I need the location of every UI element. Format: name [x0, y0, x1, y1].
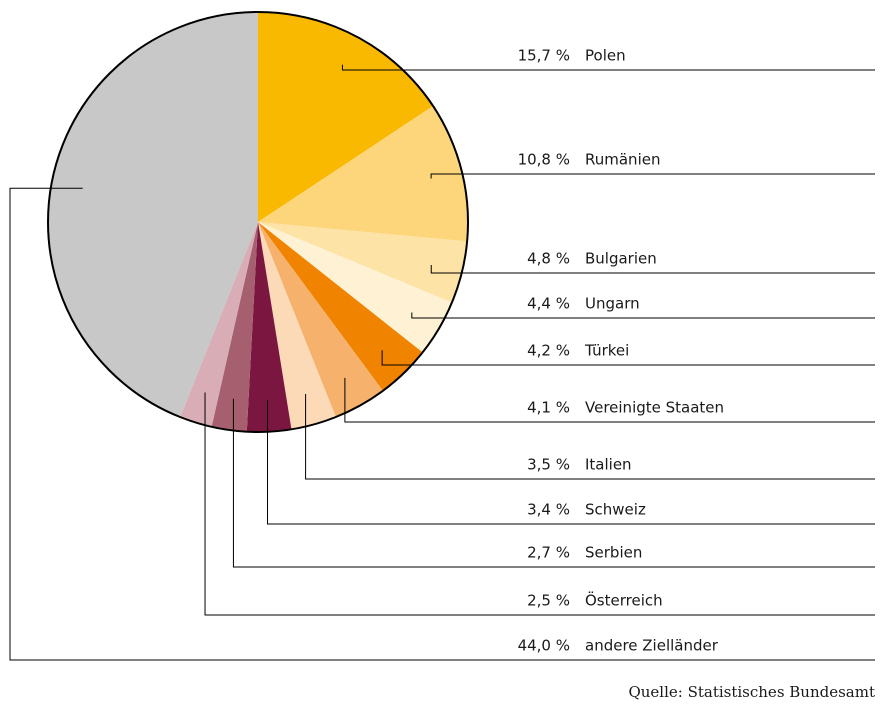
category-label: Polen	[585, 47, 626, 65]
leader-line	[341, 64, 875, 71]
value-label: 4,8 %	[527, 250, 570, 268]
pie-slice	[258, 222, 336, 430]
value-label: 4,2 %	[527, 342, 570, 360]
leader-line	[204, 392, 875, 616]
pie-outline	[47, 11, 469, 433]
value-label: 4,1 %	[527, 399, 570, 417]
category-label: Türkei	[584, 342, 629, 360]
leader-line	[381, 350, 875, 366]
category-label: Österreich	[585, 591, 663, 610]
leader-line	[9, 187, 875, 661]
value-label: 3,5 %	[527, 456, 570, 474]
leader-line	[430, 173, 875, 179]
leader-line	[267, 400, 875, 525]
leader-line	[232, 398, 875, 568]
value-label: 10,8 %	[518, 151, 570, 169]
leader-line	[344, 377, 875, 423]
leader-line	[305, 394, 875, 480]
category-label: Ungarn	[585, 295, 640, 313]
source: Quelle: Statistisches Bundesamt	[628, 683, 875, 701]
value-label: 3,4 %	[527, 501, 570, 519]
pie-slice	[246, 222, 292, 432]
pie-slice	[47, 12, 258, 418]
leader-line	[411, 312, 875, 319]
pie-slice	[258, 222, 423, 391]
value-label: 2,5 %	[527, 592, 570, 610]
category-label: Rumänien	[585, 151, 660, 169]
category-label: Italien	[585, 456, 632, 474]
category-label: andere Zielländer	[585, 637, 719, 655]
pie-slice	[258, 105, 468, 242]
pie-slice	[258, 222, 468, 303]
pie-slice	[180, 222, 258, 427]
value-label: 2,7 %	[527, 544, 570, 562]
pie-slice	[258, 222, 383, 418]
value-label: 44,0 %	[518, 637, 570, 655]
pie-slice	[258, 222, 452, 353]
value-label: 4,4 %	[527, 295, 570, 313]
pie-slice	[211, 222, 258, 432]
value-label: 15,7 %	[518, 47, 570, 65]
category-label: Schweiz	[585, 501, 646, 519]
pie-slice	[258, 12, 434, 222]
category-label: Vereinigte Staaten	[585, 399, 724, 417]
category-label: Bulgarien	[585, 250, 657, 268]
category-label: Serbien	[585, 544, 642, 562]
leader-line	[430, 264, 875, 274]
